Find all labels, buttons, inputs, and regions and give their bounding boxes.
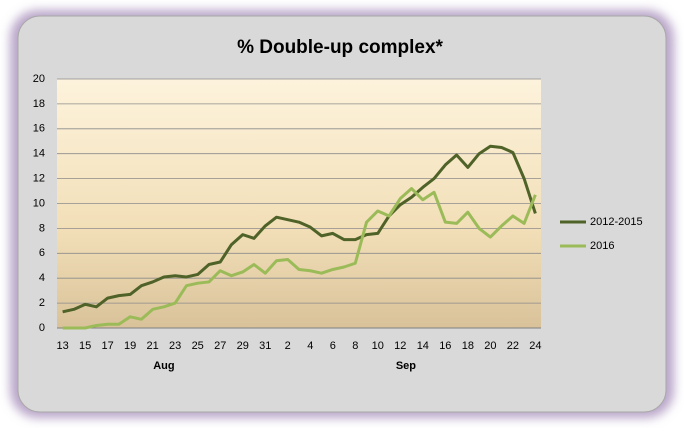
x-tick-label: 31	[259, 340, 271, 352]
x-group-label: Aug	[153, 360, 174, 372]
y-tick-label: 14	[33, 148, 45, 160]
x-tick-label: 12	[394, 340, 406, 352]
y-tick-label: 18	[33, 98, 45, 110]
x-tick-label: 16	[439, 340, 451, 352]
x-tick-label: 18	[462, 340, 474, 352]
x-tick-label: 13	[57, 340, 69, 352]
x-tick-label: 25	[192, 340, 204, 352]
line-series	[62, 187, 537, 330]
x-tick-label: 8	[352, 340, 358, 352]
y-tick-label: 6	[39, 247, 45, 259]
x-tick-label: 24	[529, 340, 541, 352]
x-tick-label: 21	[147, 340, 159, 352]
y-tick-label: 16	[33, 123, 45, 135]
x-group-label: Sep	[396, 360, 416, 372]
chart-title: % Double-up complex*	[237, 37, 443, 58]
legend-label: 2016	[590, 240, 614, 252]
y-tick-label: 2	[39, 297, 45, 309]
y-tick-label: 0	[39, 322, 45, 334]
y-tick-label: 10	[33, 197, 45, 209]
x-tick-label: 20	[484, 340, 496, 352]
x-tick-label: 10	[372, 340, 384, 352]
x-tick-label: 14	[417, 340, 429, 352]
legend-label: 2012-2015	[590, 216, 643, 228]
x-tick-label: 22	[507, 340, 519, 352]
line-series	[62, 144, 537, 314]
x-tick-label: 29	[237, 340, 249, 352]
x-tick-label: 27	[214, 340, 226, 352]
x-tick-label: 15	[79, 340, 91, 352]
x-tick-label: 23	[169, 340, 181, 352]
x-tick-label: 19	[124, 340, 136, 352]
x-tick-label: 4	[307, 340, 313, 352]
y-tick-label: 8	[39, 222, 45, 234]
y-tick-label: 4	[39, 272, 45, 284]
y-tick-label: 20	[33, 73, 45, 85]
x-tick-label: 17	[102, 340, 114, 352]
y-tick-label: 12	[33, 173, 45, 185]
x-tick-label: 2	[285, 340, 291, 352]
x-tick-label: 6	[330, 340, 336, 352]
